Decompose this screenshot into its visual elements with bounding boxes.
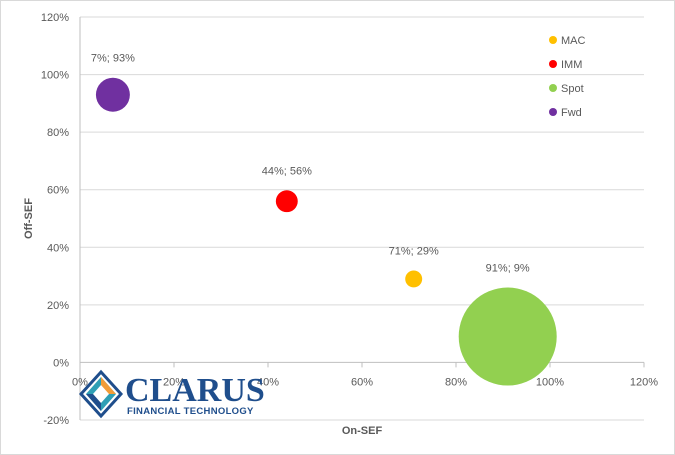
- y-tick-label: 20%: [47, 300, 69, 312]
- legend-label-imm: IMM: [561, 59, 582, 71]
- axes: -20% 0% 20% 40% 60% 80% 100% 120% 0% 20% 40% 60% 80%…: [23, 12, 658, 437]
- y-axis-title: Off-SEF: [23, 198, 35, 239]
- x-axis-title: On-SEF: [342, 425, 383, 437]
- data-label-mac: 71%; 29%: [389, 245, 439, 257]
- bubble-mac: [405, 270, 423, 288]
- y-tick-label: 0%: [53, 357, 69, 369]
- x-tick-label: 20%: [163, 376, 185, 388]
- legend-marker-imm: [549, 60, 557, 68]
- legend-marker-spot: [549, 84, 557, 92]
- x-tick-label: 80%: [445, 376, 467, 388]
- x-tick-label: 0%: [72, 376, 88, 388]
- x-tick-label: 60%: [351, 376, 373, 388]
- data-labels: 71%; 29% 44%; 56% 91%; 9% 7%; 93%: [91, 53, 530, 275]
- x-tick-label: 100%: [536, 376, 564, 388]
- legend-label-mac: MAC: [561, 35, 586, 47]
- gridlines: [80, 16, 644, 421]
- y-tick-label: 120%: [41, 12, 69, 24]
- logo-subtitle: FINANCIAL TECHNOLOGY: [127, 406, 254, 417]
- x-tick-label: 120%: [630, 376, 658, 388]
- data-label-spot: 91%; 9%: [486, 263, 530, 275]
- logo-diamond-icon: [78, 369, 124, 419]
- legend-marker-fwd: [549, 108, 557, 116]
- legend-label-fwd: Fwd: [561, 107, 582, 119]
- data-label-imm: 44%; 56%: [262, 165, 312, 177]
- bubbles: [95, 77, 557, 386]
- data-label-fwd: 7%; 93%: [91, 53, 135, 65]
- y-tick-label: 60%: [47, 185, 69, 197]
- legend-marker-mac: [549, 36, 557, 44]
- legend-label-spot: Spot: [561, 83, 584, 95]
- bubble-imm: [275, 190, 298, 213]
- x-tick-label: 40%: [257, 376, 279, 388]
- clarus-logo: CLARUS FINANCIAL TECHNOLOGY: [78, 369, 265, 419]
- y-tick-label: 100%: [41, 70, 69, 82]
- legend: MAC IMM Spot Fwd: [549, 35, 586, 119]
- y-tick-label: 80%: [47, 127, 69, 139]
- bubble-spot: [458, 287, 557, 386]
- y-tick-label: 40%: [47, 242, 69, 254]
- bubble-fwd: [95, 77, 130, 112]
- logo-name: CLARUS: [125, 372, 265, 409]
- y-tick-label: -20%: [43, 415, 69, 427]
